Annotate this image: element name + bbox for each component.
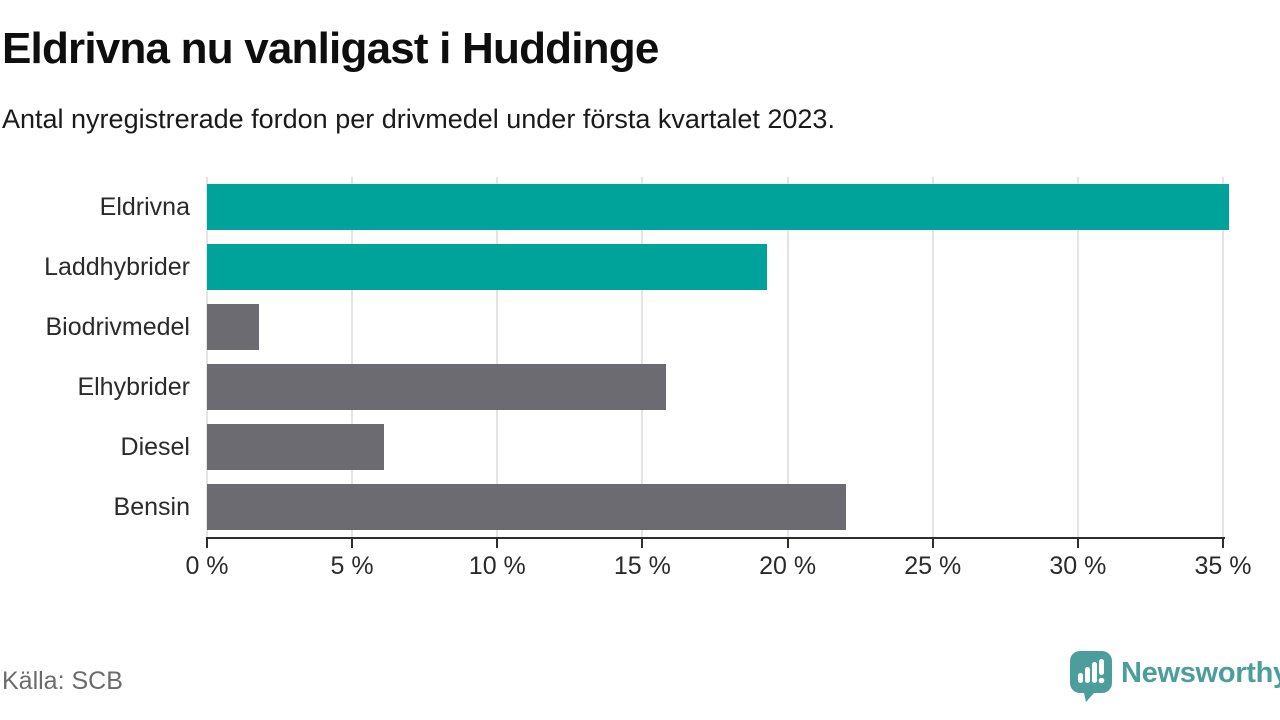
bar-row: Diesel [121,417,1230,477]
bar-laddhybrider [207,244,768,290]
x-tick-label: 10 % [468,552,526,580]
x-tick-label: 25 % [904,552,962,580]
gridline [206,177,208,537]
gridline [786,177,789,537]
axis-tick [786,539,789,548]
chart-subtitle: Antal nyregistrerade fordon per drivmede… [2,104,835,134]
axis-tick [496,539,499,548]
x-tick-label: 15 % [613,552,671,580]
axis-tick [1076,539,1079,548]
bar-rows: Eldrivna Laddhybrider Biodrivmedel Elhyb… [44,177,1230,537]
bar-biodrivmedel [207,304,260,350]
category-label: Bensin [113,493,190,521]
bar-row: Biodrivmedel [45,297,1230,357]
x-tick-label: 35 % [1194,552,1252,580]
bar-chart: Eldrivna Laddhybrider Biodrivmedel Elhyb… [44,177,1251,580]
axis-tick [1222,539,1224,548]
category-label: Biodrivmedel [45,313,190,341]
gridline [641,177,644,537]
source-label: Källa: SCB [2,667,123,695]
axis-tick [931,539,934,548]
gridline [1222,177,1224,537]
x-tick-label: 5 % [330,552,374,580]
category-label: Elhybrider [77,373,190,401]
bar-bensin [207,484,846,530]
gridline [351,177,354,537]
gridline [931,177,934,537]
bar-eldrivna [207,184,1229,230]
x-axis-line [206,537,1225,539]
axis-tick [206,539,208,548]
gridline [1076,177,1079,537]
category-label: Diesel [120,433,190,461]
x-tick-label: 0 % [185,552,229,580]
newsworthy-logo[interactable]: Newsworthy [1070,651,1280,707]
bar-row: Eldrivna [100,177,1230,237]
x-tick-label: 20 % [759,552,817,580]
chart-title: Eldrivna nu vanligast i Huddinge [2,24,659,73]
bar-diesel [207,424,385,470]
bar-row: Laddhybrider [44,237,1230,297]
category-label: Laddhybrider [44,253,190,281]
bar-row: Elhybrider [77,357,1230,417]
bar-elhybrider [207,364,666,410]
newsworthy-wordmark: Newsworthy [1121,657,1280,689]
category-label: Eldrivna [99,193,190,221]
gridline [496,177,499,537]
x-tick-label: 30 % [1049,552,1107,580]
bar-row: Bensin [114,477,1230,537]
axis-tick [641,539,644,548]
newsworthy-bubble-icon [1070,651,1112,707]
axis-tick [351,539,354,548]
